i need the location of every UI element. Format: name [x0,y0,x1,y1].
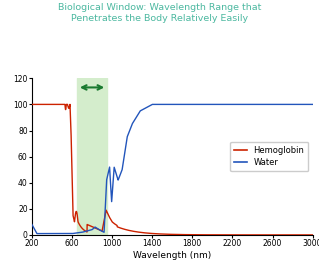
Bar [77,78,107,235]
Text: Biological Window: Wavelength Range that
Penetrates the Body Relatively Easily: Biological Window: Wavelength Range that… [58,3,261,23]
X-axis label: Wavelength (nm): Wavelength (nm) [133,251,211,260]
Legend: Hemoglobin, Water: Hemoglobin, Water [230,142,308,171]
